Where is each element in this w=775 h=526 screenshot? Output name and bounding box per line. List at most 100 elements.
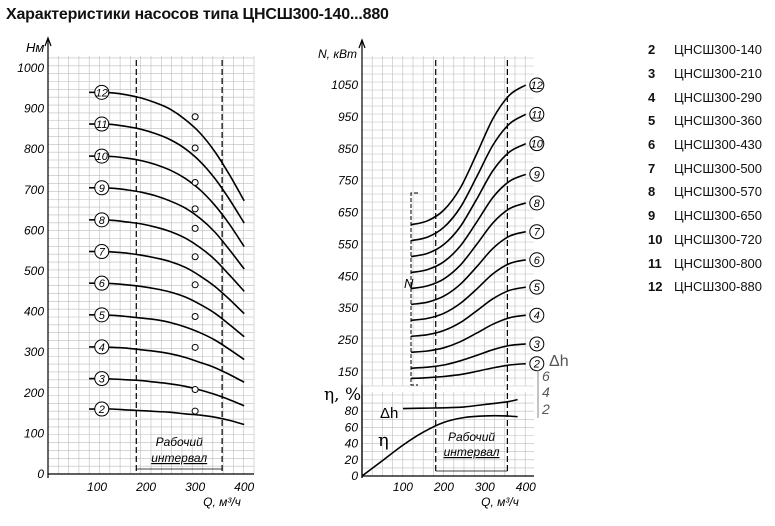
legend-item: 5 ЦНСШ300-360: [648, 109, 762, 133]
power-curve-5: [411, 286, 526, 338]
operating-point-marker: [191, 386, 199, 394]
y-tick-label: 600: [24, 223, 44, 237]
curve-number-circle: [529, 279, 545, 295]
working-interval-label: Рабочий: [448, 430, 495, 444]
legend-number: 7: [648, 160, 656, 176]
y-tick-label: 750: [338, 174, 358, 188]
operating-point-marker: [191, 144, 199, 152]
head-curve-3: [96, 377, 245, 407]
legend-pump-name: ЦНСШ300-500: [674, 160, 763, 176]
curve-number-circle: [94, 339, 110, 355]
y-tick-label: 900: [24, 102, 44, 116]
curve-number-circle: [529, 77, 545, 93]
x-tick-label: 200: [433, 480, 454, 494]
legend-item: 4 ЦНСШ300-290: [648, 85, 762, 109]
curve-number-circle: [529, 166, 545, 182]
curve-number-label: 12: [96, 87, 108, 99]
x-tick-label: 200: [135, 480, 156, 494]
legend-item: 3 ЦНСШ300-210: [648, 62, 762, 86]
y-tick-label: 350: [338, 301, 358, 315]
curve-number-label: 9: [534, 169, 540, 181]
legend-pump-name: ЦНСШ300-210: [674, 66, 763, 82]
head-curve-6: [96, 282, 245, 338]
y-tick-label: 80: [345, 404, 359, 418]
curve-number-circle: [94, 148, 110, 164]
curve-number-circle: [529, 356, 545, 372]
efficiency-curve: [361, 414, 518, 477]
head-curve-8: [96, 219, 245, 292]
head-curve-2: [96, 408, 245, 426]
y-tick-label: 300: [24, 345, 44, 359]
efficiency-curve-label: η: [378, 430, 389, 451]
curve-number-label: 3: [534, 339, 541, 351]
curve-number-circle: [94, 307, 110, 323]
curve-number-circle: [94, 116, 110, 132]
curve-number-label: 4: [534, 310, 540, 322]
legend-pump-name: ЦНСШ300-290: [674, 89, 763, 105]
operating-point-marker: [191, 205, 199, 213]
curve-number-label: 6: [99, 278, 106, 290]
curve-number-circle: [529, 252, 545, 268]
legend-item: 6 ЦНСШ300-430: [648, 133, 762, 157]
legend-number: 4: [648, 89, 656, 105]
operating-point-marker: [191, 407, 199, 415]
npsh-tick-label: 2: [541, 401, 550, 417]
y-tick-label: 950: [338, 110, 358, 124]
curve-number-label: 12: [531, 80, 543, 92]
curve-number-label: 9: [99, 183, 105, 195]
y-tick-label: 100: [24, 426, 44, 440]
y-tick-label: 400: [24, 305, 44, 319]
npsh-axis-label: Δh: [549, 353, 569, 370]
legend-item: 11 ЦНСШ300-800: [648, 251, 762, 275]
y-tick-label: 60: [345, 420, 359, 434]
legend-item: 8 ЦНСШ300-570: [648, 180, 762, 204]
x-tick-label: 400: [234, 480, 254, 494]
curve-number-circle: [94, 401, 110, 417]
power-curve-6: [411, 259, 526, 322]
y-tick-label: 450: [338, 269, 358, 283]
head-curve-7: [96, 250, 245, 315]
power-curve-8: [410, 202, 527, 290]
power-curve-3: [411, 343, 526, 369]
legend-item: 7 ЦНСШ300-500: [648, 156, 762, 180]
operating-point-marker: [191, 224, 199, 232]
legend-item: 10 ЦНСШ300-720: [648, 228, 762, 252]
working-interval-label: Рабочий: [156, 435, 203, 449]
y-tick-label: 150: [338, 365, 358, 379]
power-curve-12: [410, 84, 527, 226]
head-curve-10: [96, 155, 245, 248]
working-interval-label: интервал: [444, 445, 500, 459]
legend-number: 2: [648, 42, 656, 58]
y-tick-label: 550: [338, 237, 358, 251]
y-tick-label: 0: [351, 469, 358, 483]
operating-point-marker: [191, 343, 199, 351]
curve-number-label: 3: [99, 374, 106, 386]
n-bracket: [410, 192, 418, 386]
legend-number: 11: [648, 255, 662, 271]
legend-pump-name: ЦНСШ300-140: [674, 42, 763, 58]
curve-number-label: 6: [534, 255, 541, 267]
y-axis-label: N, кВт: [318, 47, 357, 61]
legend-number: 5: [648, 113, 656, 129]
legend-item: 2 ЦНСШ300-140: [648, 38, 762, 62]
x-axis-label: Q, м³/ч: [203, 495, 241, 509]
legend-item: 12 ЦНСШ300-880: [648, 275, 762, 299]
y-tick-label: 850: [338, 142, 358, 156]
curve-number-circle: [529, 106, 545, 122]
curve-number-label: 11: [96, 119, 107, 131]
legend-number: 6: [648, 137, 656, 153]
curve-number-circle: [529, 195, 545, 211]
y-tick-label: 200: [23, 386, 44, 400]
curve-number-label: 10: [531, 139, 544, 151]
y-tick-label: 250: [337, 333, 358, 347]
y-tick-label: 500: [24, 264, 44, 278]
curve-number-label: 8: [534, 198, 541, 210]
curve-number-label: 8: [99, 215, 106, 227]
legend-item: 9 ЦНСШ300-650: [648, 204, 762, 228]
y-axis-label: η, %: [324, 385, 361, 405]
head-curve-5: [96, 314, 245, 361]
power-curve-7: [410, 230, 527, 306]
head-curve-11: [96, 123, 245, 224]
working-interval-label: интервал: [151, 451, 207, 465]
